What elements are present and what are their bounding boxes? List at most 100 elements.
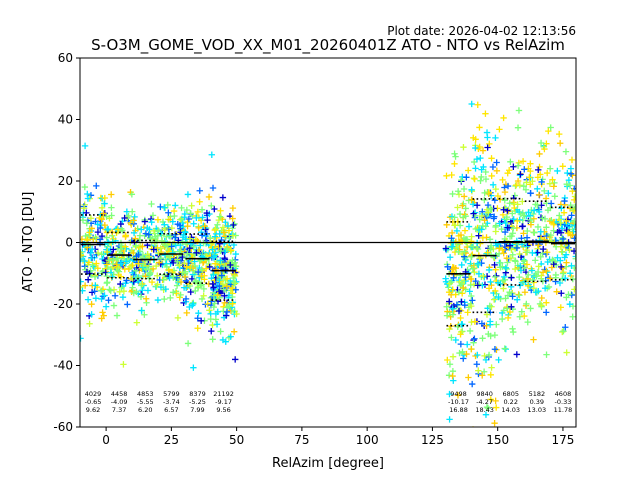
scatter-point-1532 (504, 182, 512, 190)
scatter-point-1355 (490, 215, 497, 222)
scatter-point-1864 (554, 229, 561, 236)
scatter-point-339 (129, 284, 136, 291)
scatter-point-1203 (462, 274, 469, 281)
x-tick-label-3: 75 (294, 433, 309, 447)
scatter-point-594 (157, 255, 165, 262)
scatter-point-1531 (511, 204, 518, 212)
scatter-point-1270 (482, 110, 489, 117)
scatter-point-1694 (530, 229, 538, 236)
scatter-point-581 (173, 274, 180, 281)
scatter-point-1711 (523, 234, 531, 241)
scatter-point-1666 (543, 299, 550, 306)
scatter-point-283 (122, 258, 130, 265)
y-tick-label-1: -40 (53, 359, 73, 373)
scatter-point-1789 (562, 148, 570, 155)
scatter-point-781 (184, 191, 192, 198)
scatter-point-1845 (550, 260, 557, 268)
scatter-point-300 (149, 212, 157, 219)
y-tick-label-3: 0 (65, 236, 73, 250)
scatter-point-773 (195, 224, 202, 232)
scatter-point-386 (148, 200, 155, 208)
scatter-point-1872 (547, 231, 555, 239)
scatter-point-27 (98, 232, 106, 240)
scatter-point-1627 (530, 285, 538, 292)
scatter-point-1674 (523, 300, 530, 308)
scatter-point-824 (217, 207, 224, 214)
scatter-point-1041 (445, 284, 452, 291)
scatter-point-1185 (452, 222, 459, 229)
scatter-point-131 (96, 236, 104, 243)
scatter-point-1739 (541, 145, 548, 153)
scatter-point-1184 (455, 288, 463, 296)
scatter-point-134 (97, 287, 105, 295)
scatter-point-138 (80, 205, 88, 212)
scatter-point-730 (204, 300, 212, 308)
scatter-point-426 (143, 265, 150, 272)
scatter-point-1780 (566, 300, 574, 308)
scatter-point-280 (113, 261, 121, 268)
scatter-point-701 (199, 214, 206, 221)
scatter-point-626 (190, 364, 197, 371)
scatter-point-786 (187, 240, 195, 247)
scatter-point-1457 (496, 126, 503, 133)
scatter-point-1449 (509, 210, 516, 217)
scatter-point-1667 (538, 178, 545, 186)
scatter-point-1583 (517, 210, 524, 218)
scatter-point-1660 (545, 190, 552, 197)
scatter-point-1027 (223, 245, 230, 253)
scatter-point-1745 (524, 282, 532, 289)
scatter-point-76 (98, 315, 105, 322)
scatter-point-1315 (478, 320, 486, 327)
scatter-point-545 (170, 259, 177, 267)
scatter-point-815 (211, 300, 218, 307)
scatter-point-1549 (504, 314, 512, 322)
scatter-point-1035 (462, 205, 469, 212)
scatter-point-378 (142, 255, 149, 262)
scatter-point-1113 (451, 150, 458, 157)
scatter-point-1781 (569, 313, 576, 320)
scatter-point-741 (186, 235, 194, 242)
scatter-point-768 (192, 287, 199, 295)
scatter-point-272 (106, 256, 113, 264)
scatter-point-988 (212, 266, 220, 274)
bin-std-label-4: 7.99 (190, 406, 204, 414)
scatter-point-1130 (463, 174, 470, 181)
scatter-point-1102 (457, 331, 464, 338)
scatter-point-1840 (571, 196, 576, 204)
scatter-point-979 (229, 204, 237, 212)
bin-mean-label-4: -5.25 (189, 398, 206, 406)
scatter-point-231 (108, 191, 115, 198)
scatter-point-107 (100, 210, 107, 217)
scatter-point-1489 (518, 308, 525, 315)
scatter-point-1728 (543, 249, 551, 256)
scatter-point-1850 (549, 257, 556, 265)
scatter-point-1416 (484, 249, 491, 256)
scatter-point-1726 (534, 201, 541, 208)
scatter-point-1100 (461, 227, 469, 234)
scatter-point-1261 (484, 201, 492, 209)
scatter-point-1438 (515, 291, 522, 298)
scatter-point-1364 (490, 296, 498, 303)
scatter-point-946 (216, 282, 223, 290)
scatter-point-345 (139, 243, 146, 250)
scatter-point-566 (167, 294, 174, 302)
scatter-point-521 (177, 257, 185, 264)
scatter-point-1312 (475, 232, 482, 239)
scatter-point-1843 (551, 193, 558, 200)
scatter-point-1341 (482, 223, 489, 230)
scatter-point-1824 (564, 169, 571, 177)
scatter-point-1874 (563, 349, 570, 356)
scatter-point-1860 (559, 248, 566, 256)
scatter-point-1490 (517, 253, 525, 261)
scatter-point-806 (209, 321, 216, 329)
scatter-point-981 (227, 333, 234, 340)
scatter-point-1494 (503, 265, 510, 273)
scatter-point-659 (188, 275, 196, 283)
scatter-point-1692 (543, 232, 551, 240)
scatter-point-1272 (482, 175, 490, 183)
scatter-point-1430 (510, 163, 517, 170)
scatter-point-1898 (564, 229, 572, 237)
scatter-point-1094 (465, 223, 473, 230)
scatter-point-1584 (501, 197, 508, 204)
scatter-point-1622 (524, 242, 531, 249)
